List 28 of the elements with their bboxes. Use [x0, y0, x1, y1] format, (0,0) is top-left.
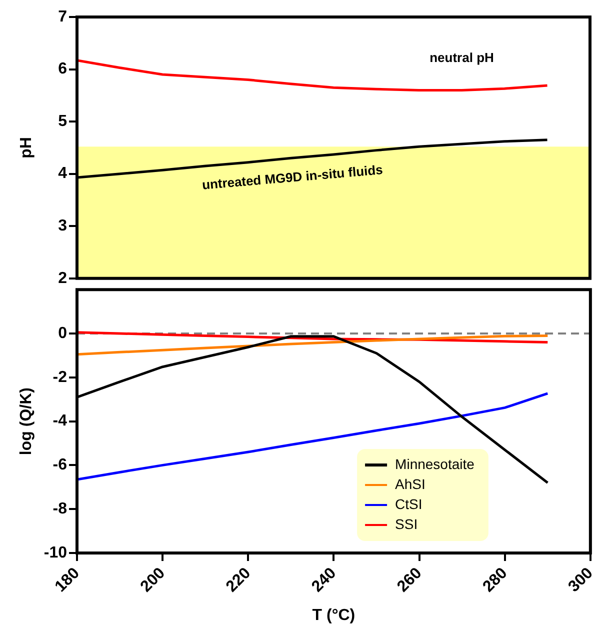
x-tick-label: 240	[308, 564, 340, 596]
legend-label: Minnesotaite	[395, 456, 475, 472]
series-label: neutral pH	[430, 50, 494, 65]
x-axis-title: T (°C)	[312, 606, 356, 624]
y-tick-label: -6	[52, 456, 68, 474]
x-tick-label: 200	[138, 564, 169, 596]
y-tick-label: 5	[58, 112, 68, 130]
x-tick-label: 260	[394, 564, 426, 596]
y-axis-title: log (Q/K)	[18, 388, 36, 456]
y-tick-label: 3	[58, 218, 68, 235]
x-tick-label: 280	[480, 564, 511, 596]
legend-label: SSI	[395, 516, 418, 532]
y-axis-title: pH	[18, 137, 36, 158]
legend-label: CtSI	[395, 496, 422, 512]
y-tick-label: 0	[58, 324, 68, 342]
x-tick-label: 180	[52, 564, 84, 596]
y-tick-label: 2	[58, 270, 68, 287]
x-tick-label: 300	[565, 564, 596, 596]
x-tick-label: 220	[223, 564, 254, 596]
y-tick-label: -2	[52, 368, 68, 386]
y-tick-label: 4	[58, 165, 68, 182]
y-tick-label: 6	[58, 60, 68, 78]
legend-label: AhSI	[395, 476, 426, 492]
y-tick-label: -10	[44, 544, 68, 562]
y-tick-label: 7	[58, 8, 68, 26]
series-label: untreated MG9D in-situ fluids	[201, 162, 384, 192]
y-tick-label: -8	[52, 500, 68, 518]
y-tick-label: -4	[52, 412, 68, 430]
